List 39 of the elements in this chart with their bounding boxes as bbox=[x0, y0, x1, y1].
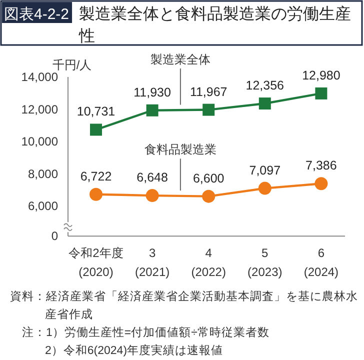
x-tick-label: 4 (2022) bbox=[191, 246, 226, 280]
data-label: 12,980 bbox=[302, 68, 340, 82]
point bbox=[146, 189, 159, 202]
data-label: 11,930 bbox=[134, 85, 171, 100]
chart-title: 図表4-2-2 bbox=[4, 6, 70, 23]
point bbox=[202, 190, 216, 203]
data-label: 6,648 bbox=[136, 170, 168, 185]
y-tick-label: 6,000 bbox=[28, 199, 58, 213]
text: 2）令和6(2024)年度実績は速報値 bbox=[45, 343, 224, 357]
data-label: 10,731 bbox=[76, 104, 116, 119]
x-tick-label: 3 (2021) bbox=[134, 246, 170, 280]
data-label: 12,356 bbox=[246, 78, 284, 93]
x-tick-label: 令和2年度 (2020) bbox=[68, 246, 124, 280]
data-label: 6,600 bbox=[192, 171, 224, 186]
chart-subtitle: 製造業全体と食料品製造業の労働生産性 bbox=[78, 5, 352, 45]
data-label: 7,386 bbox=[306, 158, 337, 173]
y-tick-label: 14,000 bbox=[21, 70, 58, 84]
point bbox=[258, 182, 272, 195]
y-tick-label: 10,000 bbox=[21, 134, 58, 148]
y-axis-title: 千円/人 bbox=[52, 58, 92, 72]
point bbox=[314, 177, 328, 190]
y-tick-label: 12,000 bbox=[21, 102, 58, 116]
x-tick-label: 6 (2024) bbox=[304, 246, 339, 280]
data-label: 6,722 bbox=[80, 169, 112, 184]
point bbox=[258, 98, 271, 110]
point bbox=[315, 87, 328, 100]
point bbox=[202, 104, 215, 116]
data-label: 11,967 bbox=[190, 84, 228, 99]
point bbox=[90, 124, 102, 136]
y-tick-label: 8,000 bbox=[28, 166, 58, 181]
data-label: 7,097 bbox=[249, 163, 281, 178]
text: 資料：経済産業省「経済産業省企業活動基本調査」を基に農林水産省作成 bbox=[10, 289, 358, 321]
point bbox=[146, 104, 158, 116]
text: 注：1）労働生産性=付加価値額÷常時従業者数 bbox=[22, 325, 270, 339]
text: 食料品製造業 bbox=[144, 142, 216, 157]
point bbox=[90, 188, 102, 201]
text: 製造業全体 bbox=[150, 52, 210, 66]
text: 0 bbox=[51, 229, 58, 244]
x-tick-label: 5 (2023) bbox=[248, 246, 282, 280]
